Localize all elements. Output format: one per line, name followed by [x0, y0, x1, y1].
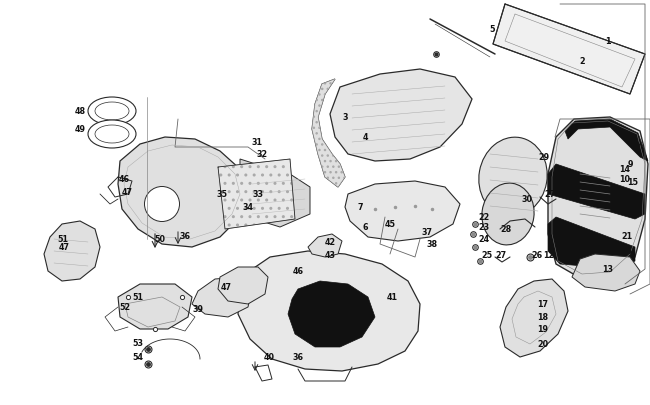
Polygon shape	[192, 277, 252, 317]
Text: 22: 22	[478, 213, 489, 222]
Text: 31: 31	[252, 138, 263, 147]
Text: 11: 11	[621, 200, 632, 209]
Polygon shape	[572, 254, 640, 291]
Text: 47: 47	[122, 188, 133, 197]
Text: 53: 53	[133, 339, 144, 347]
Ellipse shape	[144, 187, 179, 222]
Text: 46: 46	[292, 267, 304, 276]
Text: 46: 46	[118, 175, 129, 184]
Polygon shape	[345, 181, 460, 241]
Text: 25: 25	[482, 251, 493, 260]
Text: 47: 47	[220, 283, 231, 292]
Text: 10: 10	[619, 175, 630, 184]
Text: 28: 28	[500, 225, 512, 234]
Polygon shape	[308, 234, 342, 257]
Text: 18: 18	[538, 313, 549, 322]
Text: 35: 35	[216, 190, 228, 199]
Text: 13: 13	[603, 265, 614, 274]
Text: 39: 39	[192, 305, 203, 314]
Polygon shape	[118, 284, 192, 329]
Text: 2: 2	[579, 58, 585, 66]
Text: 20: 20	[538, 340, 549, 349]
Ellipse shape	[95, 103, 129, 121]
Text: 51: 51	[133, 293, 144, 302]
Polygon shape	[312, 80, 345, 188]
Text: 40: 40	[263, 353, 274, 362]
Text: 34: 34	[242, 203, 254, 212]
Text: 23: 23	[478, 223, 489, 232]
Text: 27: 27	[495, 250, 506, 259]
Text: 43: 43	[324, 250, 335, 259]
Polygon shape	[330, 70, 472, 162]
Text: 29: 29	[538, 153, 549, 162]
Polygon shape	[240, 160, 265, 194]
Text: 4: 4	[362, 133, 368, 142]
Text: 45: 45	[385, 220, 395, 229]
Polygon shape	[288, 281, 375, 347]
Polygon shape	[218, 160, 295, 230]
Text: 14: 14	[619, 165, 630, 174]
Polygon shape	[565, 120, 648, 162]
Ellipse shape	[479, 138, 547, 217]
Polygon shape	[248, 175, 310, 228]
Polygon shape	[118, 138, 248, 247]
Text: 16: 16	[621, 247, 632, 256]
Ellipse shape	[95, 126, 129, 144]
Text: 50: 50	[155, 235, 166, 244]
Text: 48: 48	[75, 107, 86, 116]
Text: 5: 5	[489, 26, 495, 34]
Text: 15: 15	[627, 178, 638, 187]
Text: 44: 44	[324, 323, 335, 332]
Polygon shape	[218, 267, 268, 304]
Text: 6: 6	[362, 223, 368, 232]
Text: 37: 37	[421, 228, 432, 237]
Text: 41: 41	[387, 293, 398, 302]
Text: 36: 36	[292, 353, 304, 362]
Text: 24: 24	[478, 235, 489, 244]
Text: 38: 38	[426, 240, 437, 249]
Text: 27: 27	[545, 190, 556, 199]
Text: 21: 21	[621, 232, 632, 241]
Text: 7: 7	[358, 203, 363, 212]
Text: 49: 49	[75, 125, 86, 134]
Ellipse shape	[88, 98, 136, 126]
Text: 30: 30	[521, 195, 532, 204]
Polygon shape	[548, 164, 645, 220]
Text: 33: 33	[252, 190, 263, 199]
Text: 52: 52	[120, 303, 131, 312]
Polygon shape	[238, 252, 420, 371]
Text: 1: 1	[605, 37, 611, 47]
Text: 3: 3	[343, 113, 348, 122]
Text: 9: 9	[627, 160, 632, 169]
Text: 42: 42	[324, 238, 335, 247]
Polygon shape	[493, 5, 645, 95]
Polygon shape	[548, 217, 635, 269]
Text: 54: 54	[133, 353, 144, 362]
Polygon shape	[500, 279, 568, 357]
Text: 19: 19	[538, 325, 549, 334]
Text: 8: 8	[634, 143, 640, 152]
Text: 32: 32	[257, 150, 268, 159]
Ellipse shape	[88, 121, 136, 149]
Text: 36: 36	[179, 232, 190, 241]
Text: 12: 12	[543, 250, 554, 259]
Polygon shape	[44, 222, 100, 281]
Polygon shape	[548, 118, 648, 279]
Text: 26: 26	[532, 250, 543, 259]
Ellipse shape	[482, 183, 534, 245]
Text: 17: 17	[538, 300, 549, 309]
Text: 51: 51	[57, 235, 68, 244]
Polygon shape	[312, 80, 345, 188]
Text: 47: 47	[58, 243, 70, 252]
